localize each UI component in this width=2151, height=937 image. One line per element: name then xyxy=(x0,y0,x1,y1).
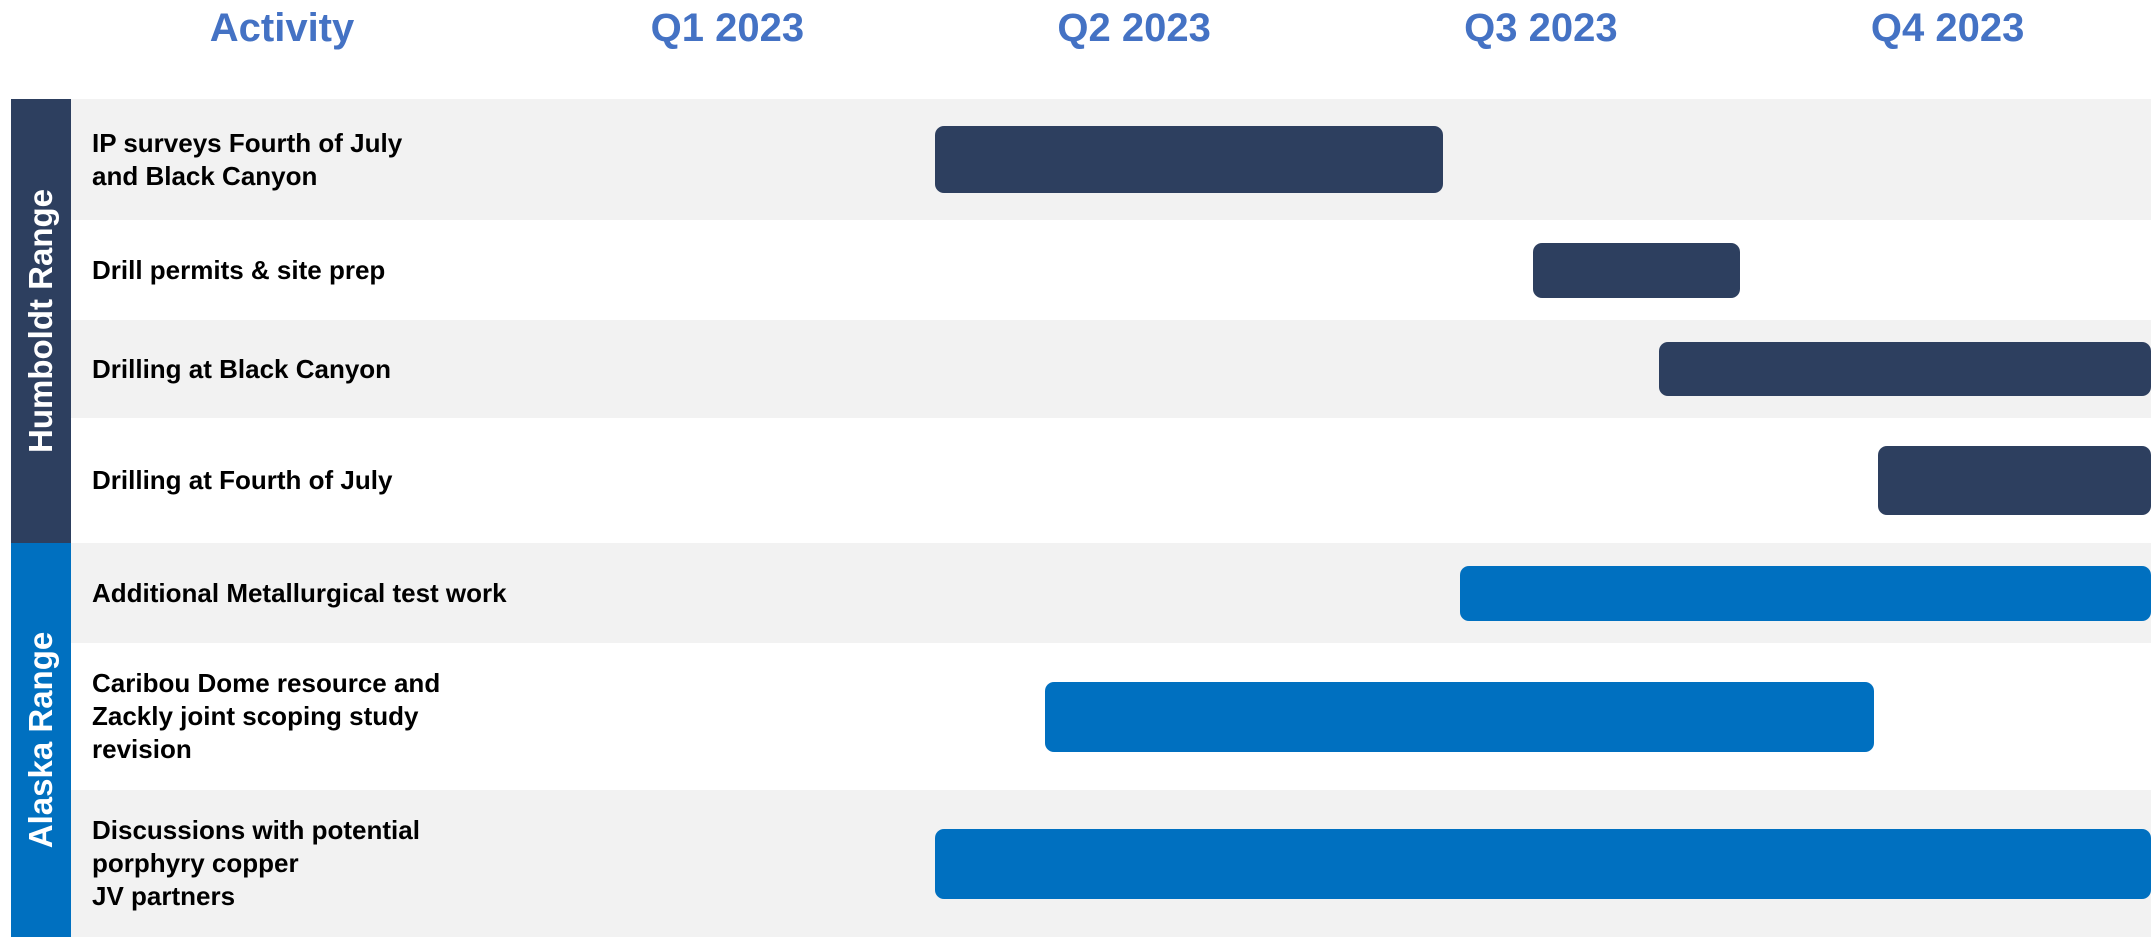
row-background xyxy=(71,220,2151,320)
task-label: Additional Metallurgical test work xyxy=(92,577,507,608)
column-header: Activity xyxy=(209,6,355,50)
row-background xyxy=(71,418,2151,543)
x-tick-label: Q1 2023 xyxy=(650,6,805,50)
task-label: Drilling at Fourth of July xyxy=(92,465,393,495)
task-label: Caribou Dome resource and Zackly joint s… xyxy=(92,668,441,764)
group-label: Alaska Range xyxy=(22,631,59,849)
group-band: Humboldt Range xyxy=(11,99,71,543)
task-label: IP surveys Fourth of July and Black Cany… xyxy=(92,127,403,191)
task-label: Drill permits & site prep xyxy=(92,254,386,285)
task-bar xyxy=(1044,681,1875,752)
task-label: Drilling at Black Canyon xyxy=(92,353,392,384)
x-tick-label: Q2 2023 xyxy=(1057,6,1211,50)
task-bar xyxy=(934,126,1444,193)
task-label: Discussions with potential porphyry copp… xyxy=(92,815,420,911)
group-label: Humboldt Range xyxy=(22,189,59,453)
group-band: Alaska Range xyxy=(11,543,71,937)
task-bar xyxy=(1878,446,2151,515)
task-bar xyxy=(934,828,2151,899)
task-bar xyxy=(1532,242,1741,298)
x-tick-label: Q3 2023 xyxy=(1464,6,1618,50)
task-bar xyxy=(1459,565,2151,621)
task-bar xyxy=(1658,342,2151,396)
x-tick-label: Q4 2023 xyxy=(1870,6,2025,50)
